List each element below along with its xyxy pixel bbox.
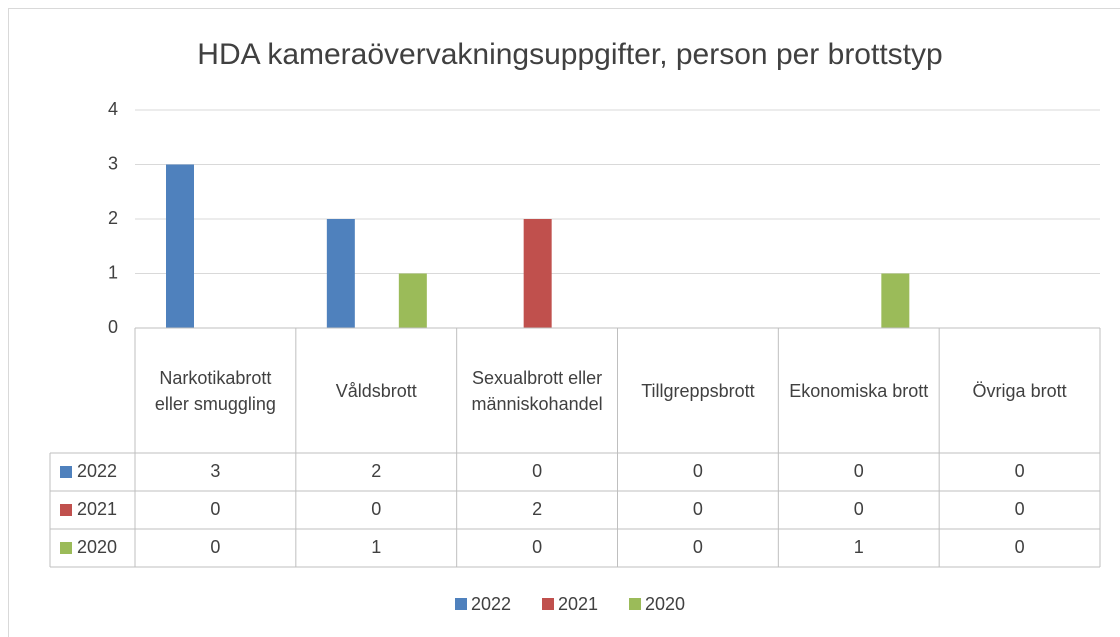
y-tick-label: 3 — [108, 153, 118, 173]
table-row-label: 2020 — [77, 537, 117, 557]
legend-key — [60, 504, 72, 516]
chart-title: HDA kameraövervakningsuppgifter, person … — [197, 38, 942, 71]
x-tick-label: Sexualbrott eller människohandel — [471, 367, 603, 414]
table-cell: 0 — [210, 499, 220, 519]
bar — [166, 164, 194, 328]
bar — [523, 219, 552, 328]
legend-key — [542, 598, 554, 610]
table-cell: 0 — [854, 461, 864, 481]
legend-label: 2021 — [558, 594, 598, 614]
y-tick-label: 2 — [108, 208, 118, 228]
legend-key — [60, 466, 72, 478]
table-cell: 0 — [532, 461, 542, 481]
table-cell: 0 — [371, 499, 381, 519]
bar — [881, 273, 910, 328]
table-cell: 1 — [854, 537, 864, 557]
x-tick-label: Tillgreppsbrott — [641, 380, 755, 401]
x-tick-label: Våldsbrott — [335, 380, 417, 401]
table-cell: 3 — [210, 461, 220, 481]
x-tick-label: Narkotikabrott eller smuggling — [154, 367, 276, 414]
bar — [326, 219, 355, 328]
legend-key — [629, 598, 641, 610]
x-tick-label: Ekonomiska brott — [789, 380, 929, 401]
legend-key — [455, 598, 467, 610]
y-tick-label: 0 — [108, 317, 118, 337]
table-cell: 0 — [854, 499, 864, 519]
table-cell: 0 — [532, 537, 542, 557]
chart-border — [8, 8, 1120, 637]
table-cell: 2 — [532, 499, 542, 519]
y-tick-label: 4 — [108, 99, 118, 119]
table-cell: 0 — [1015, 499, 1025, 519]
legend-label: 2022 — [471, 594, 511, 614]
y-tick-label: 1 — [108, 262, 118, 282]
table-cell: 2 — [371, 461, 381, 481]
table-cell: 1 — [371, 537, 381, 557]
table-cell: 0 — [693, 499, 703, 519]
table-row-label: 2022 — [77, 461, 117, 481]
x-tick-label: Övriga brott — [972, 380, 1067, 401]
legend-key — [60, 542, 72, 554]
table-cell: 0 — [693, 537, 703, 557]
bar — [398, 273, 427, 328]
table-cell: 0 — [210, 537, 220, 557]
table-row-label: 2021 — [77, 499, 117, 519]
table-cell: 0 — [693, 461, 703, 481]
table-cell: 0 — [1015, 461, 1025, 481]
table-cell: 0 — [1015, 537, 1025, 557]
legend-label: 2020 — [645, 594, 685, 614]
